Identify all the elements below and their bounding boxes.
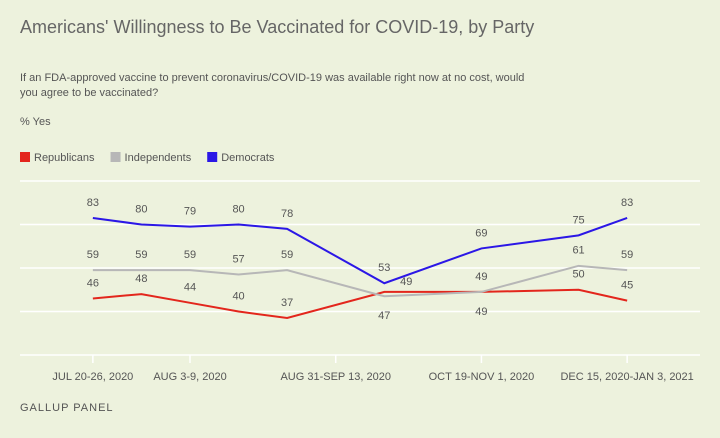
data-label: 50 xyxy=(572,269,584,281)
data-label: 59 xyxy=(135,249,147,261)
subtitle: you agree to be vaccinated? xyxy=(20,87,158,99)
data-label: 83 xyxy=(621,197,633,209)
data-label: 59 xyxy=(184,249,196,261)
data-label: 69 xyxy=(475,227,487,239)
data-label: 59 xyxy=(281,249,293,261)
x-tick-label: AUG 31-SEP 13, 2020 xyxy=(280,371,390,383)
chart-title: Americans' Willingness to Be Vaccinated … xyxy=(20,17,534,37)
data-label: 46 xyxy=(87,277,99,289)
data-label: 49 xyxy=(475,271,487,283)
data-label: 59 xyxy=(621,249,633,261)
legend-label: Independents xyxy=(125,152,192,164)
line-series xyxy=(92,264,628,298)
data-label: 61 xyxy=(572,245,584,257)
line-series xyxy=(92,216,628,285)
source: GALLUP PANEL xyxy=(20,402,114,414)
legend-swatch xyxy=(207,152,218,162)
data-label: 59 xyxy=(87,249,99,261)
legend-label: Republicans xyxy=(34,152,95,164)
data-label: 48 xyxy=(135,273,147,285)
x-tick-label: DEC 15, 2020-JAN 3, 2021 xyxy=(560,371,693,383)
data-label: 44 xyxy=(184,282,196,294)
y-label: % Yes xyxy=(20,116,51,128)
line-series xyxy=(92,288,628,320)
data-label: 78 xyxy=(281,208,293,220)
data-label: 57 xyxy=(232,253,244,265)
data-label: 47 xyxy=(378,310,390,322)
subtitle: If an FDA-approved vaccine to prevent co… xyxy=(20,72,524,84)
x-tick-label: AUG 3-9, 2020 xyxy=(153,371,226,383)
data-label: 49 xyxy=(400,276,412,288)
data-label: 80 xyxy=(232,203,244,215)
data-label: 53 xyxy=(378,262,390,274)
data-label: 37 xyxy=(281,297,293,309)
data-label: 45 xyxy=(621,280,633,292)
legend-swatch xyxy=(20,152,30,162)
data-label: 80 xyxy=(135,203,147,215)
x-tick-label: JUL 20-26, 2020 xyxy=(52,371,133,383)
x-tick-label: OCT 19-NOV 1, 2020 xyxy=(429,371,535,383)
legend-swatch xyxy=(110,152,121,162)
data-label: 83 xyxy=(87,197,99,209)
data-label: 49 xyxy=(475,306,487,318)
legend-label: Democrats xyxy=(221,152,275,164)
data-label: 75 xyxy=(572,214,584,226)
data-label: 40 xyxy=(232,290,244,302)
data-label: 79 xyxy=(184,206,196,218)
